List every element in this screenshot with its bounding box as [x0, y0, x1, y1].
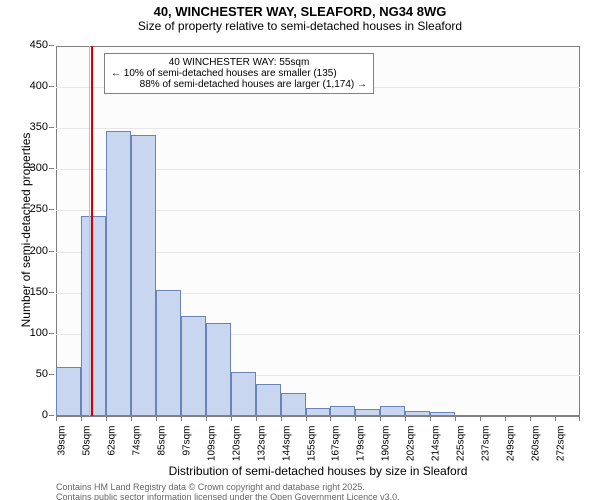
y-tick-label: 0 — [12, 409, 48, 421]
x-tick-label: 62sqm — [106, 426, 117, 476]
x-tick-mark — [330, 416, 331, 421]
x-tick-mark — [306, 416, 307, 421]
histogram-bar — [56, 367, 81, 416]
histogram-bar — [430, 412, 455, 416]
marker-line-weak — [89, 46, 90, 416]
x-tick-mark — [231, 416, 232, 421]
x-tick-label: 272sqm — [556, 426, 567, 476]
chart-title: 40, WINCHESTER WAY, SLEAFORD, NG34 8WG — [0, 0, 600, 20]
y-tick-label: 450 — [12, 39, 48, 51]
x-tick-label: 144sqm — [281, 426, 292, 476]
x-tick-mark — [106, 416, 107, 421]
x-tick-mark — [56, 416, 57, 421]
y-tick-label: 300 — [12, 162, 48, 174]
baseline — [56, 416, 580, 417]
y-tick-label: 150 — [12, 286, 48, 298]
x-tick-label: 74sqm — [131, 426, 142, 476]
x-tick-mark — [81, 416, 82, 421]
x-tick-mark — [131, 416, 132, 421]
x-tick-label: 39sqm — [57, 426, 68, 476]
x-tick-label: 109sqm — [206, 426, 217, 476]
y-tick-label: 250 — [12, 203, 48, 215]
x-tick-label: 190sqm — [381, 426, 392, 476]
x-tick-mark — [256, 416, 257, 421]
x-tick-mark — [206, 416, 207, 421]
x-tick-mark — [455, 416, 456, 421]
x-tick-mark — [430, 416, 431, 421]
x-tick-mark — [281, 416, 282, 421]
x-tick-label: 225sqm — [456, 426, 467, 476]
histogram-bar — [306, 408, 331, 416]
annotation-box: 40 WINCHESTER WAY: 55sqm← 10% of semi-de… — [104, 53, 374, 94]
x-tick-mark — [555, 416, 556, 421]
x-tick-label: 155sqm — [306, 426, 317, 476]
histogram-bar — [405, 411, 430, 416]
x-tick-mark — [505, 416, 506, 421]
x-tick-mark — [380, 416, 381, 421]
x-tick-label: 260sqm — [531, 426, 542, 476]
histogram-bar — [106, 131, 131, 416]
x-tick-label: 50sqm — [81, 426, 92, 476]
x-tick-mark — [181, 416, 182, 421]
credits: Contains HM Land Registry data © Crown c… — [56, 482, 400, 500]
x-tick-label: 120sqm — [231, 426, 242, 476]
x-tick-mark — [355, 416, 356, 421]
x-tick-mark — [480, 416, 481, 421]
x-tick-mark — [156, 416, 157, 421]
x-tick-label: 179sqm — [356, 426, 367, 476]
y-tick-label: 50 — [12, 368, 48, 380]
x-tick-label: 214sqm — [431, 426, 442, 476]
marker-line-strong — [91, 46, 93, 416]
x-tick-mark — [530, 416, 531, 421]
histogram-bar — [256, 384, 281, 416]
y-axis-label: Number of semi-detached properties — [19, 100, 33, 360]
histogram-bar — [156, 290, 181, 416]
x-tick-label: 132sqm — [256, 426, 267, 476]
x-tick-label: 249sqm — [506, 426, 517, 476]
x-tick-mark — [405, 416, 406, 421]
x-tick-mark — [579, 416, 580, 421]
gridline — [56, 128, 580, 129]
histogram-bar — [131, 135, 156, 416]
y-tick-label: 200 — [12, 245, 48, 257]
x-tick-label: 202sqm — [406, 426, 417, 476]
histogram-bar — [231, 372, 256, 416]
histogram-bar — [380, 406, 405, 416]
x-tick-label: 85sqm — [156, 426, 167, 476]
plot-container: 40 WINCHESTER WAY: 55sqm← 10% of semi-de… — [56, 46, 580, 416]
y-tick-label: 100 — [12, 327, 48, 339]
histogram-bar — [181, 316, 206, 416]
credits-line-2: Contains public sector information licen… — [56, 492, 400, 500]
x-tick-label: 167sqm — [331, 426, 342, 476]
x-tick-label: 97sqm — [181, 426, 192, 476]
histogram-bar — [330, 406, 355, 416]
x-tick-label: 237sqm — [481, 426, 492, 476]
annotation-line: 88% of semi-detached houses are larger (… — [111, 79, 367, 90]
y-tick-label: 400 — [12, 80, 48, 92]
credits-line-1: Contains HM Land Registry data © Crown c… — [56, 482, 400, 492]
histogram-bar — [281, 393, 306, 416]
chart-subtitle: Size of property relative to semi-detach… — [0, 20, 600, 34]
y-tick-label: 350 — [12, 121, 48, 133]
histogram-bar — [355, 409, 380, 416]
annotation-line: 40 WINCHESTER WAY: 55sqm — [111, 57, 367, 68]
annotation-line: ← 10% of semi-detached houses are smalle… — [111, 68, 367, 79]
histogram-bar — [206, 323, 231, 416]
